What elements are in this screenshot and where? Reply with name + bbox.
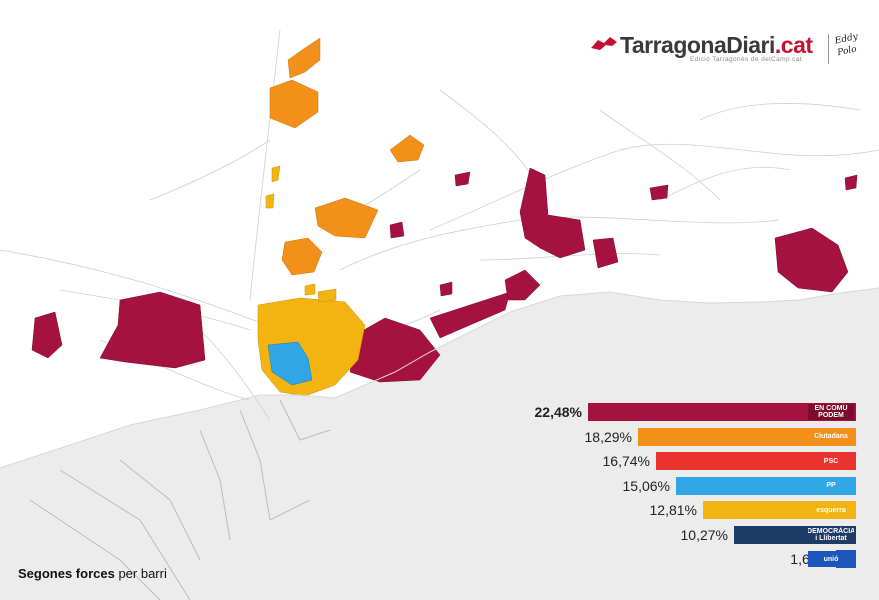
bar-row-unio: 1,60%unió xyxy=(790,550,856,568)
region-cs-mid xyxy=(314,197,379,239)
bar-value-label: 16,74% xyxy=(602,453,650,469)
region-cs-north-2 xyxy=(269,79,319,129)
brand-separator xyxy=(828,34,829,64)
party-logo-erc: esquerra xyxy=(808,502,854,518)
party-logo-dil: DEMOCRÀCIA i Llibertat xyxy=(808,526,854,543)
bar-row-dil: 10,27% DEMOCRÀCIA i Llibertat xyxy=(681,525,856,544)
region-erc-north-2 xyxy=(265,193,275,209)
bar-value-label: 10,27% xyxy=(680,526,728,543)
party-logo-unio: unió xyxy=(808,551,854,567)
bar-value-label: 22,48% xyxy=(534,404,582,420)
region-comu-coast xyxy=(429,291,511,339)
brand-name: TarragonaDiari.cat xyxy=(620,32,813,58)
party-logo-pp: PP xyxy=(808,477,854,494)
region-cs-east xyxy=(389,134,425,163)
party-logo-psc: PSC xyxy=(808,453,854,469)
region-comu-far-west xyxy=(31,311,63,359)
region-comu-east xyxy=(774,227,849,293)
bar-value-label: 15,06% xyxy=(622,477,670,494)
bar-comu xyxy=(588,403,856,421)
region-erc-small-1 xyxy=(317,288,337,303)
region-cs-southwest xyxy=(281,237,323,276)
regions-cs xyxy=(269,37,425,276)
region-comu-bonavista xyxy=(504,269,541,301)
author-signature: Eddy Polo xyxy=(834,31,859,59)
region-comu-west xyxy=(99,291,206,369)
region-erc-north-1 xyxy=(271,165,281,183)
region-comu-small-2 xyxy=(389,221,405,239)
region-pp-center xyxy=(267,341,313,386)
region-erc-small-2 xyxy=(304,283,316,296)
bar-cs xyxy=(638,427,856,446)
caption-rest: per barri xyxy=(114,566,167,581)
bar-row-cs: 18,29% Ciutadans xyxy=(585,427,856,446)
bar-value-label: 12,81% xyxy=(649,502,697,518)
region-comu-campclar xyxy=(592,237,619,269)
bar-row-pp: 15,06% PP xyxy=(623,476,856,495)
bar-value-label: 18,29% xyxy=(584,428,632,445)
region-comu-small-1 xyxy=(454,171,471,187)
region-cs-north xyxy=(287,37,321,79)
region-comu-mid xyxy=(649,184,669,201)
sea-area xyxy=(0,288,879,600)
bar-row-comu: 22,48% EN COMÚ PODEM xyxy=(535,403,856,421)
region-comu-ne xyxy=(844,174,858,191)
map-caption: Segones forces per barri xyxy=(18,566,167,581)
brand-logo: TarragonaDiari.cat Edició Tarragonès de … xyxy=(590,30,870,70)
regions-pp xyxy=(267,341,313,386)
region-comu-torreforta xyxy=(519,167,586,259)
bar-row-psc: 16,74% PSC xyxy=(603,452,856,470)
port-piers xyxy=(29,399,331,600)
coastline xyxy=(0,287,879,469)
party-logo-cs: Ciutadans xyxy=(808,428,854,445)
region-comu-center xyxy=(349,317,441,383)
caption-bold: Segones forces xyxy=(18,566,115,581)
region-comu-small-3 xyxy=(439,281,453,297)
regions-comu xyxy=(31,167,858,383)
party-logo-comu: EN COMÚ PODEM xyxy=(808,404,854,420)
brand-subtitle: Edició Tarragonès de delCamp.cat xyxy=(690,56,803,63)
bird-icon xyxy=(591,37,617,50)
bar-row-erc: 12,81% esquerra xyxy=(650,501,856,519)
bar-psc xyxy=(656,452,856,470)
